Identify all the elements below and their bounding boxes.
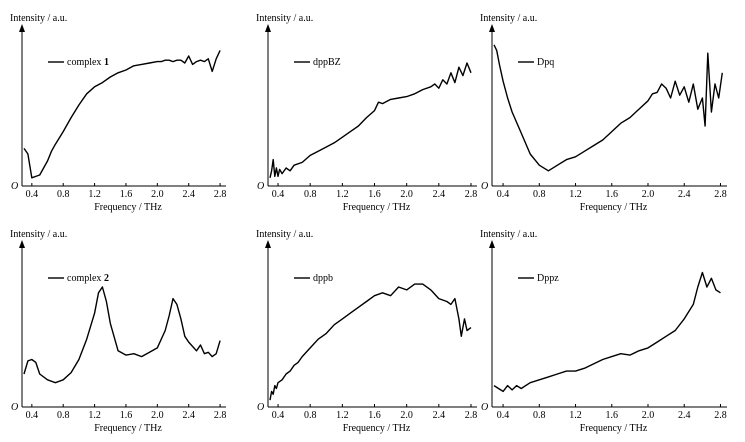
- x-tick-label: 1.6: [368, 189, 381, 200]
- x-tick-label: 2.8: [214, 410, 227, 421]
- x-tick-label: 0.4: [497, 410, 510, 421]
- origin-label: O: [11, 402, 18, 413]
- chart-panel-6: Intensity / a.u. O 0.4 0.8 1.2 1.6 2.0 2.4 2.8 Fr…: [480, 229, 727, 434]
- x-tick-label: 2.8: [714, 410, 727, 421]
- series-line: [269, 283, 472, 401]
- y-axis-arrow: [19, 240, 25, 248]
- series-line: [269, 62, 472, 178]
- x-axis-label: Frequency / THz: [94, 202, 162, 213]
- x-tick-label: 1.6: [606, 410, 619, 421]
- legend-label: Dpq: [537, 57, 554, 68]
- x-tick-label: 0.8: [304, 410, 317, 421]
- x-tick-label: 0.4: [26, 410, 39, 421]
- chart-panel-1: Intensity / a.u. O 0.4 0.8 1.2 1.6 2.0 2.4 2.8 Fr…: [10, 13, 226, 213]
- x-tick-label: 2.4: [433, 410, 446, 421]
- chart-panel-5: Intensity / a.u. O 0.4 0.8 1.2 1.6 2.0 2.4 2.8 Fr…: [256, 229, 477, 434]
- x-tick-label: 1.6: [120, 410, 133, 421]
- y-axis-arrow: [489, 24, 495, 32]
- x-tick-label: 0.4: [497, 189, 510, 200]
- x-tick-label: 1.6: [120, 189, 133, 200]
- x-tick-label: 1.2: [88, 410, 101, 421]
- legend-label: Dppz: [537, 273, 559, 284]
- y-axis-label: Intensity / a.u.: [10, 229, 67, 240]
- x-tick-label: 2.0: [400, 189, 413, 200]
- x-tick-label: 2.0: [642, 410, 655, 421]
- chart-panel-2: Intensity / a.u. O 0.4 0.8 1.2 1.6 2.0 2.4 2.8 Fr…: [256, 13, 477, 213]
- legend-label: dppb: [313, 273, 333, 284]
- x-tick-label: 1.2: [569, 189, 582, 200]
- x-tick-label: 2.8: [714, 189, 727, 200]
- y-axis-arrow: [265, 24, 271, 32]
- origin-label: O: [257, 181, 264, 192]
- y-axis-label: Intensity / a.u.: [256, 229, 313, 240]
- chart-panel-4: Intensity / a.u. O 0.4 0.8 1.2 1.6 2.0 2.4 2.8 Fr…: [10, 229, 226, 434]
- x-tick-label: 1.2: [569, 410, 582, 421]
- x-axis-label: Frequency / THz: [580, 202, 648, 213]
- x-axis-label: Frequency / THz: [343, 423, 411, 434]
- legend-label: complex 1: [67, 57, 109, 68]
- origin-label: O: [11, 181, 18, 192]
- y-axis-arrow: [489, 240, 495, 248]
- y-axis-arrow: [19, 24, 25, 32]
- x-tick-label: 0.8: [304, 189, 317, 200]
- x-tick-label: 2.4: [678, 410, 691, 421]
- origin-label: O: [481, 181, 488, 192]
- x-tick-label: 2.8: [214, 189, 227, 200]
- chart-panel-3: Intensity / a.u. O 0.4 0.8 1.2 1.6 2.0 2.4 2.8 Fr…: [480, 13, 727, 213]
- x-tick-label: 0.8: [533, 410, 546, 421]
- x-tick-label: 0.4: [26, 189, 39, 200]
- series-line: [23, 50, 221, 179]
- x-tick-label: 0.8: [57, 189, 70, 200]
- x-tick-label: 0.4: [272, 410, 285, 421]
- x-axis-label: Frequency / THz: [580, 423, 648, 434]
- x-tick-label: 2.4: [433, 189, 446, 200]
- x-tick-label: 2.4: [182, 189, 195, 200]
- x-tick-label: 0.8: [533, 189, 546, 200]
- x-tick-label: 1.2: [336, 410, 349, 421]
- x-tick-label: 0.8: [57, 410, 70, 421]
- series-line: [493, 44, 723, 172]
- origin-label: O: [481, 402, 488, 413]
- y-axis-arrow: [265, 240, 271, 248]
- x-tick-label: 1.2: [88, 189, 101, 200]
- x-tick-label: 1.6: [368, 410, 381, 421]
- x-tick-label: 2.0: [400, 410, 413, 421]
- legend-label: complex 2: [67, 273, 109, 284]
- y-axis-label: Intensity / a.u.: [256, 13, 313, 24]
- x-tick-label: 1.2: [336, 189, 349, 200]
- x-tick-label: 2.0: [151, 410, 164, 421]
- x-axis-label: Frequency / THz: [343, 202, 411, 213]
- x-tick-label: 0.4: [272, 189, 285, 200]
- x-tick-label: 1.6: [606, 189, 619, 200]
- x-tick-label: 2.4: [678, 189, 691, 200]
- y-axis-label: Intensity / a.u.: [480, 229, 537, 240]
- y-axis-label: Intensity / a.u.: [10, 13, 67, 24]
- y-axis-label: Intensity / a.u.: [480, 13, 537, 24]
- series-line: [493, 271, 721, 393]
- legend-label: dppBZ: [313, 57, 341, 68]
- origin-label: O: [257, 402, 264, 413]
- x-tick-label: 2.0: [642, 189, 655, 200]
- series-line: [23, 286, 221, 384]
- x-tick-label: 2.8: [465, 410, 478, 421]
- x-tick-label: 2.8: [465, 189, 478, 200]
- x-axis-label: Frequency / THz: [94, 423, 162, 434]
- x-tick-label: 2.0: [151, 189, 164, 200]
- x-tick-label: 2.4: [182, 410, 195, 421]
